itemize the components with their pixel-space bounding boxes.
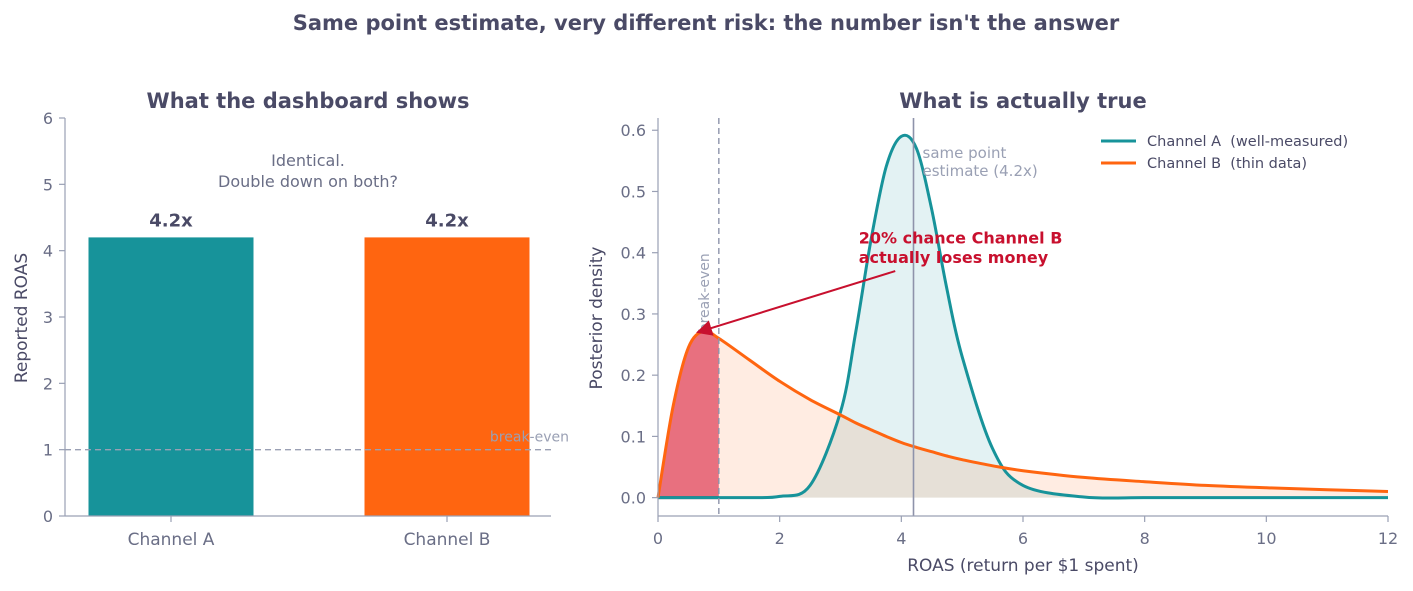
right-y-tick-label: 0.2 [621,366,646,385]
left-x-tick-label: Channel B [404,530,491,550]
right-y-tick-label: 0.5 [621,182,646,201]
series-line-channel-b [656,329,1389,498]
left-y-tick-label: 6 [43,109,53,128]
bar-channel-a [88,237,254,516]
suptitle: Same point estimate, very different risk… [293,11,1120,35]
right-x-tick-label: 4 [896,529,906,548]
series-line-channel-a [658,133,1388,500]
same-point-estimate-label-line-2: estimate (4.2x) [923,162,1038,180]
legend: Channel A (well-measured) Channel B (thin… [1101,134,1348,172]
bar-channel-b [364,237,530,516]
right-y-tick-label: 0.1 [621,427,646,446]
dashboard-annotation-line-1: Identical. [271,151,345,170]
right-x-tick-label: 6 [1018,529,1028,548]
right-panel-density-chart: What is actually true Posterior density … [587,89,1398,576]
right-chart-title: What is actually true [899,89,1146,113]
left-chart-title: What the dashboard shows [147,89,470,113]
series-fill-channel-b [658,330,1388,498]
risk-annotation-arrow [696,270,896,336]
bar-value-label: 4.2x [149,210,193,231]
legend-label-channel-a: Channel A (well-measured) [1147,134,1348,150]
right-y-axis-label: Posterior density [587,247,607,390]
right-x-tick-label: 2 [775,529,785,548]
left-y-tick-label: 4 [43,242,53,261]
right-y-tick-label: 0.0 [621,489,646,508]
right-y-tick-label: 0.6 [621,121,646,140]
right-x-tick-label: 8 [1140,529,1150,548]
dashboard-annotation-line-2: Double down on both? [218,172,398,191]
risk-annotation-line-1: 20% chance Channel B [859,229,1063,248]
right-x-tick-label: 10 [1256,529,1276,548]
left-y-tick-label: 3 [43,308,53,327]
right-y-tick-label: 0.3 [621,305,646,324]
left-x-tick-label: Channel A [128,530,215,550]
risk-annotation-line-2: actually loses money [859,248,1049,267]
break-even-vertical-label: break-even [697,253,713,332]
right-y-tick-label: 0.4 [621,244,646,263]
left-y-tick-label: 1 [43,441,53,460]
right-x-tick-label: 0 [653,529,663,548]
bar-value-label: 4.2x [425,210,469,231]
break-even-label: break-even [490,430,569,446]
legend-label-channel-b: Channel B (thin data) [1147,156,1307,172]
right-x-tick-label: 12 [1378,529,1398,548]
left-y-axis-label: Reported ROAS [12,253,32,383]
loss-region-fill [658,330,719,498]
same-point-estimate-label-line-1: same point [923,144,1007,162]
left-y-tick-label: 0 [43,507,53,526]
right-x-axis-label: ROAS (return per $1 spent) [907,556,1139,576]
left-y-tick-label: 2 [43,374,53,393]
left-y-tick-label: 5 [43,175,53,194]
left-panel-bar-chart: What the dashboard shows Reported ROAS 0… [12,89,569,550]
